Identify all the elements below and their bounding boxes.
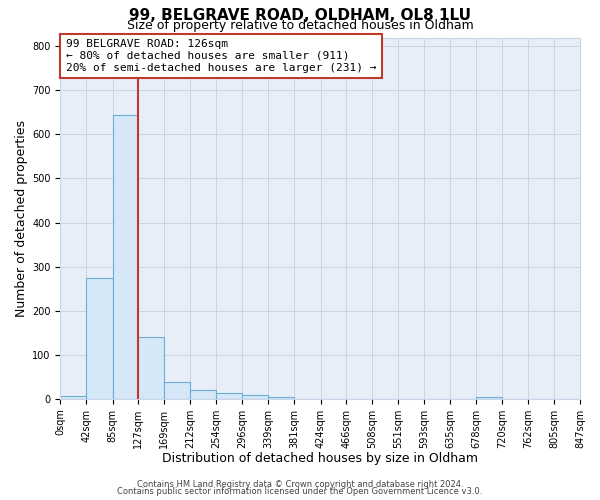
Bar [164,382,190,398]
Bar [190,390,216,398]
Bar [216,394,242,398]
Bar [138,337,164,398]
Bar [61,396,86,398]
Bar [476,397,502,398]
Bar [86,278,113,398]
Text: 99, BELGRAVE ROAD, OLDHAM, OL8 1LU: 99, BELGRAVE ROAD, OLDHAM, OL8 1LU [129,8,471,22]
Text: 99 BELGRAVE ROAD: 126sqm
← 80% of detached houses are smaller (911)
20% of semi-: 99 BELGRAVE ROAD: 126sqm ← 80% of detach… [65,40,376,72]
Text: Contains HM Land Registry data © Crown copyright and database right 2024.: Contains HM Land Registry data © Crown c… [137,480,463,489]
X-axis label: Distribution of detached houses by size in Oldham: Distribution of detached houses by size … [162,452,478,465]
Bar [268,397,294,398]
Bar [242,395,268,398]
Text: Contains public sector information licensed under the Open Government Licence v3: Contains public sector information licen… [118,487,482,496]
Y-axis label: Number of detached properties: Number of detached properties [15,120,28,316]
Text: Size of property relative to detached houses in Oldham: Size of property relative to detached ho… [127,18,473,32]
Bar [113,116,138,399]
